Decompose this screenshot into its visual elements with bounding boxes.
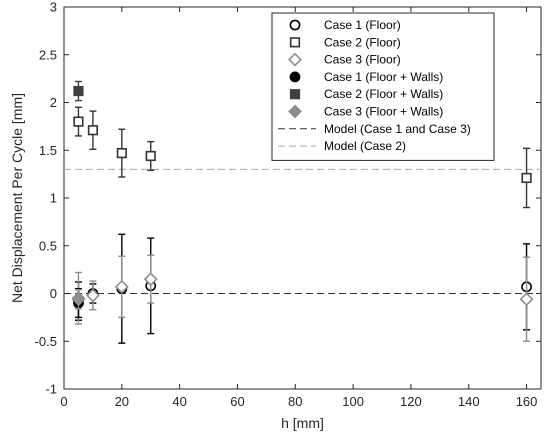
y-tick-label: 1 [50,191,57,206]
legend-label-3: Case 3 (Floor) [324,53,401,67]
x-tick-label: 140 [458,394,480,409]
x-tick-label: 160 [516,394,538,409]
x-tick-label: 0 [60,394,67,409]
legend-label-1: Case 1 (Floor) [324,18,401,32]
legend-box [271,12,495,161]
y-tick-label: 0 [50,286,57,301]
y-tick-label: -1 [45,382,57,397]
data-point-s2-p4 [145,150,156,162]
legend-label-4: Case 1 (Floor + Walls) [324,70,443,84]
x-tick-label: 20 [115,394,129,409]
x-tick-label: 120 [400,394,422,409]
legend-label-model-1: Model (Case 1 and Case 3) [324,122,471,136]
legend-marker-4 [289,71,301,83]
legend-marker-2 [289,37,301,48]
data-point-s5-p1 [73,85,84,97]
data-point-s3-p2 [85,288,100,303]
x-tick-label: 80 [288,394,302,409]
legend-label-2: Case 2 (Floor) [324,35,401,49]
x-tick-label: 100 [342,394,364,409]
legend-label-6: Case 3 (Floor + Walls) [324,105,443,119]
data-point-s2-p1 [73,116,84,127]
legend-marker-3 [288,52,302,67]
x-tick-label: 60 [230,394,244,409]
y-tick-label: 2.5 [39,47,57,62]
data-point-s6-p1 [71,292,86,307]
legend-marker-5 [289,89,301,100]
data-point-s2-p5 [521,172,532,184]
y-axis-label: Net Displacement Per Cycle [mm] [9,93,25,303]
legend-label-5: Case 2 (Floor + Walls) [324,87,443,101]
legend-label-model-2: Model (Case 2) [324,139,406,153]
y-tick-label: 2 [50,95,57,110]
legend-marker-6 [288,104,302,119]
y-tick-label: 1.5 [39,143,57,158]
x-tick-label: 40 [172,394,186,409]
legend-marker-1 [289,19,301,31]
data-point-s2-p2 [87,125,99,136]
x-axis-label: h [mm] [281,415,324,431]
y-tick-label: 3 [50,0,57,15]
legend: Case 1 (Floor) Case 2 (Floor) Case 3 (Floo… [271,12,495,161]
data-point-s3-p4 [143,272,158,287]
data-point-s3-p3 [114,279,129,294]
data-point-s3-p5 [519,292,534,307]
y-tick-label: 0.5 [39,238,57,253]
data-point-s2-p3 [116,148,127,159]
y-tick-label: -0.5 [35,334,57,349]
